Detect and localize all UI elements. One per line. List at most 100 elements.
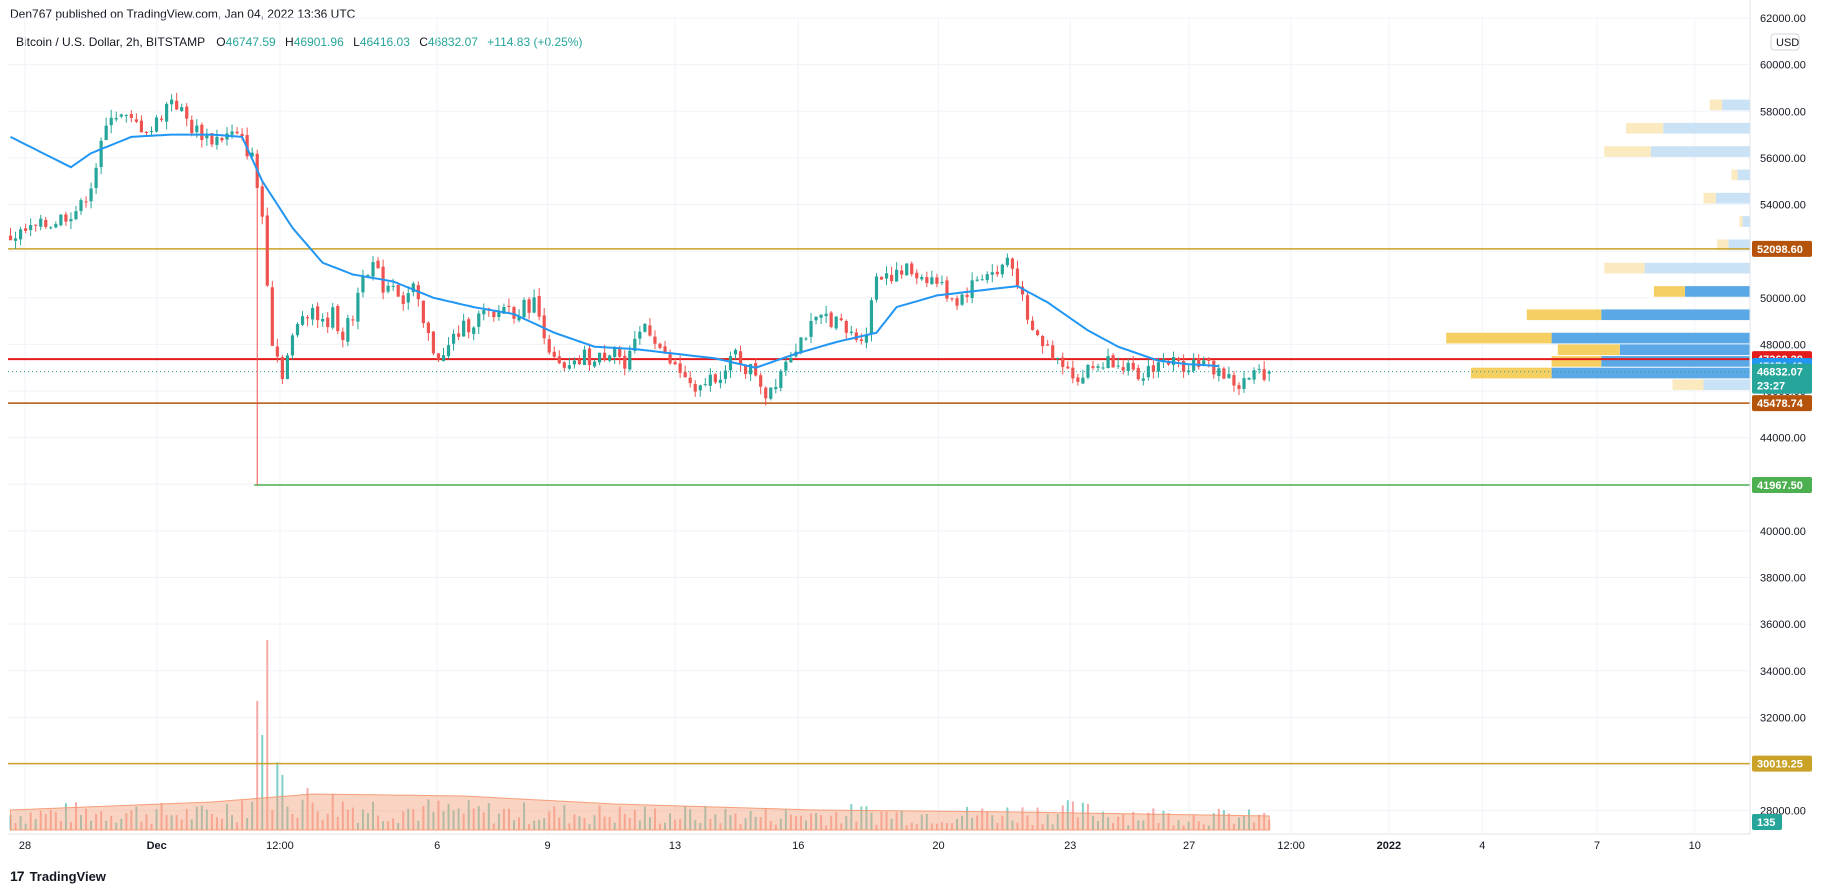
volume-bar (930, 823, 933, 830)
volume-bar (553, 806, 556, 830)
volume-bar (628, 817, 631, 830)
volume-bar (1177, 820, 1180, 830)
time-tick-label: 28 (19, 840, 31, 852)
volume-bar (44, 813, 47, 830)
volume-bar (1232, 823, 1235, 830)
horizontal-levels (8, 248, 1750, 765)
volume-bar (956, 818, 959, 830)
volume-bar (69, 822, 72, 830)
volume-bar (100, 811, 103, 830)
volume-bar (321, 819, 324, 830)
candle-body (759, 375, 763, 387)
volume-bar (190, 819, 193, 830)
volume-bar (1243, 816, 1246, 830)
volume-bar (1137, 820, 1140, 830)
tradingview-brand[interactable]: 17 TradingView (10, 868, 106, 884)
volume-bar (125, 813, 128, 830)
candle-body (195, 125, 199, 133)
candle-body (723, 370, 728, 379)
volume-bar (799, 815, 802, 830)
price-tick-label: 36000.00 (1760, 619, 1806, 631)
volume-bar (623, 813, 626, 830)
price-tag-label: 41967.50 (1757, 480, 1803, 492)
volume-bar (1046, 813, 1049, 830)
candle-body (1056, 357, 1060, 359)
candle-body (24, 228, 28, 231)
volume-bar (966, 806, 969, 830)
volume-bar (80, 814, 83, 830)
volume-bar (1091, 815, 1094, 830)
candle-body (1141, 378, 1145, 381)
volume-bar (608, 816, 611, 830)
volume-bar (487, 803, 490, 830)
candle-body (925, 277, 929, 284)
volume-bar (205, 809, 208, 830)
candle-body (472, 327, 476, 334)
candle-body (653, 336, 657, 344)
candle-body (316, 306, 320, 321)
volume-bar (1011, 820, 1014, 830)
volume-profile-bar-down (1619, 344, 1750, 356)
candle-body (215, 136, 219, 145)
candle-body (34, 224, 38, 226)
volume-bar (392, 818, 395, 830)
volume-bar (115, 822, 118, 830)
volume-profile-bar-up (1703, 192, 1716, 204)
candle-body (1106, 356, 1110, 368)
volume-bar (296, 817, 299, 830)
candle-body (1000, 264, 1004, 275)
volume-bar (568, 823, 571, 830)
volume-bar (835, 812, 838, 830)
symbol-label[interactable]: Bitcoin / U.S. Dollar, 2h, BITSTAMP (16, 35, 205, 49)
volume-bar (1202, 824, 1205, 830)
candle-body (1187, 370, 1191, 373)
volume-bar (502, 808, 505, 830)
candle-body (300, 316, 305, 325)
candle-body (628, 350, 632, 370)
candle-body (371, 262, 375, 277)
candle-body (738, 351, 743, 365)
candle-body (683, 372, 687, 378)
volume-bar (704, 805, 707, 830)
volume-bar (598, 805, 601, 830)
candle-body (718, 379, 723, 384)
volume-bar (593, 815, 596, 830)
volume-bar (185, 808, 188, 830)
candle-body (915, 272, 919, 279)
volume-bar (1192, 814, 1195, 830)
candle-body (587, 348, 592, 365)
countdown-label: 23:27 (1757, 381, 1785, 393)
candle-body (13, 238, 18, 241)
volume-bar (1051, 824, 1054, 830)
candle-body (799, 337, 803, 353)
volume-bar (241, 800, 244, 830)
high-label: H (285, 35, 294, 49)
candle-body (517, 315, 521, 321)
time-tick-label: 16 (792, 840, 804, 852)
volume-bar (558, 817, 561, 830)
volume-bar (613, 822, 616, 830)
candle-body (235, 131, 239, 134)
candle-body (688, 377, 692, 384)
volume-bar (14, 823, 17, 830)
candle-body (54, 224, 58, 228)
chart-legend: Bitcoin / U.S. Dollar, 2h, BITSTAMP O467… (16, 35, 582, 49)
candle-body (658, 343, 662, 348)
candle-body (331, 307, 335, 328)
volume-bar (1182, 825, 1185, 830)
volume-bar (1253, 822, 1256, 830)
volume-bar (507, 808, 510, 830)
volume-profile-bar-up (1526, 309, 1602, 321)
volume-bar (991, 815, 994, 830)
candle-body (1126, 362, 1130, 371)
candle-body (1010, 258, 1015, 269)
volume-profile-bar-down (1663, 122, 1750, 134)
volume-bar (482, 812, 485, 830)
volume-bar (618, 806, 621, 830)
candle-body (970, 280, 974, 299)
volume-bar (1021, 807, 1024, 830)
volume-bar (24, 823, 27, 830)
candle-body (1181, 361, 1186, 372)
candle-body (336, 305, 340, 332)
